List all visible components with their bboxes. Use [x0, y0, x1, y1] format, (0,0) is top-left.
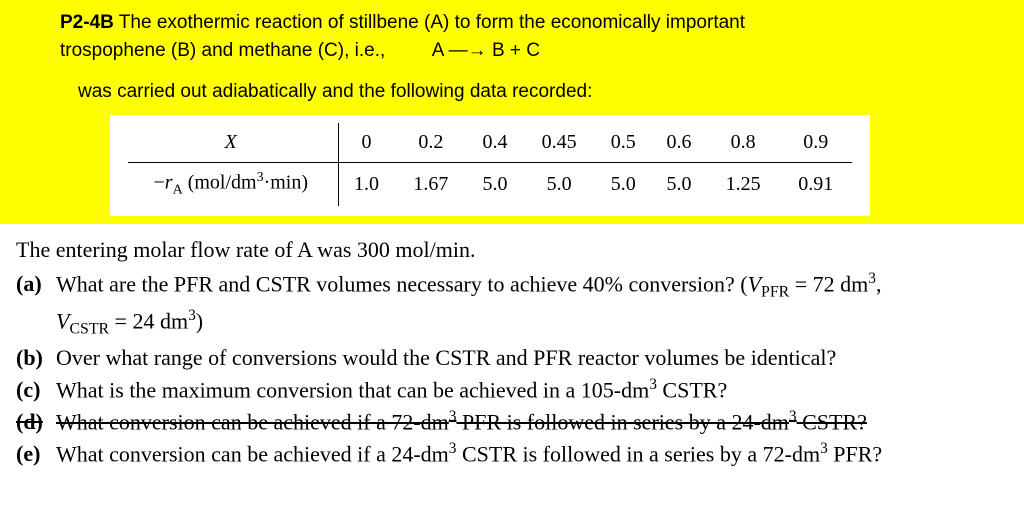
q-text: What conversion can be achieved if a 24-… — [56, 438, 1008, 470]
cell: 1.67 — [395, 162, 468, 206]
table-row: X 0 0.2 0.4 0.45 0.5 0.6 0.8 0.9 — [128, 123, 852, 163]
table-row: −rA (mol/dm3·min) 1.0 1.67 5.0 5.0 5.0 5… — [128, 162, 852, 206]
q-label: (d) — [16, 406, 56, 438]
q-label: (e) — [16, 438, 56, 470]
q-label: (a) — [16, 268, 56, 300]
question-a: (a) What are the PFR and CSTR volumes ne… — [16, 268, 1008, 305]
cell: 1.25 — [707, 162, 780, 206]
problem-number: P2-4B — [60, 12, 114, 33]
cell: 5.0 — [523, 162, 596, 206]
cell: 1.0 — [338, 162, 395, 206]
intro-line-2: trospophene (B) and methane (C), i.e., A… — [60, 38, 1004, 64]
cell: 5.0 — [651, 162, 707, 206]
question-e: (e) What conversion can be achieved if a… — [16, 438, 1008, 470]
recorded-line: was carried out adiabatically and the fo… — [78, 79, 1004, 105]
cell: 0.2 — [395, 123, 468, 163]
cell: 0.91 — [779, 162, 852, 206]
question-d: (d) What conversion can be achieved if a… — [16, 406, 1008, 438]
question-a-cont: VCSTR = 24 dm3) — [16, 305, 1008, 342]
cell: 0.6 — [651, 123, 707, 163]
cell: 0.45 — [523, 123, 596, 163]
data-table: X 0 0.2 0.4 0.45 0.5 0.6 0.8 0.9 −rA (mo… — [128, 123, 852, 207]
question-c: (c) What is the maximum conversion that … — [16, 374, 1008, 406]
question-body: The entering molar flow rate of A was 30… — [0, 224, 1024, 470]
cell: 0.5 — [595, 123, 651, 163]
row-label-X: X — [128, 123, 338, 163]
highlighted-problem-statement: P2-4B The exothermic reaction of stillbe… — [0, 0, 1024, 224]
cell: 5.0 — [467, 162, 523, 206]
q-label: (b) — [16, 342, 56, 374]
q-text: What conversion can be achieved if a 72-… — [56, 406, 1008, 438]
lead-sentence: The entering molar flow rate of A was 30… — [16, 234, 1008, 266]
q-text: Over what range of conversions would the… — [56, 342, 1008, 374]
reaction-equation: A —→ B + C — [432, 40, 540, 61]
cell: 0.4 — [467, 123, 523, 163]
question-b: (b) Over what range of conversions would… — [16, 342, 1008, 374]
q-text: What is the maximum conversion that can … — [56, 374, 1008, 406]
q-text: What are the PFR and CSTR volumes necess… — [56, 268, 1008, 305]
cell: 0.8 — [707, 123, 780, 163]
cell: 5.0 — [595, 162, 651, 206]
problem-intro: P2-4B The exothermic reaction of stillbe… — [60, 10, 1004, 36]
data-table-wrap: X 0 0.2 0.4 0.45 0.5 0.6 0.8 0.9 −rA (mo… — [110, 115, 870, 217]
intro-line-2-prefix: trospophene (B) and methane (C), i.e., — [60, 40, 385, 61]
q-label: (c) — [16, 374, 56, 406]
cell: 0.9 — [779, 123, 852, 163]
row-label-rA: −rA (mol/dm3·min) — [128, 162, 338, 206]
intro-line-1: The exothermic reaction of stillbene (A)… — [114, 12, 745, 33]
cell: 0 — [338, 123, 395, 163]
